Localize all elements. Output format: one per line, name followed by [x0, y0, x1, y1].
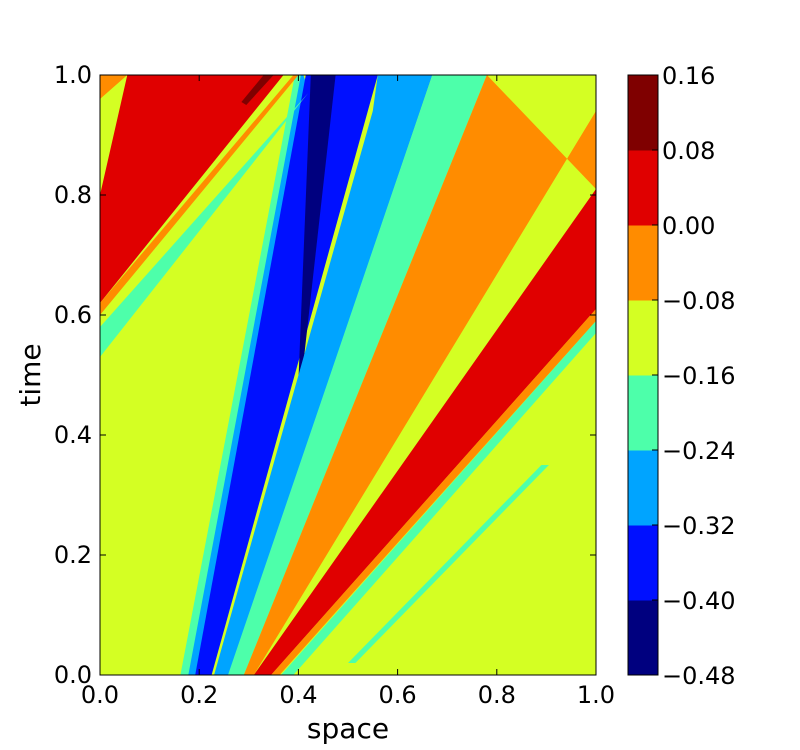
y-tick-label: 0.2: [54, 541, 92, 569]
contour-band-9: [281, 321, 596, 675]
colorbar-tick-label: −0.40: [662, 587, 736, 615]
colorbar-segment: [628, 225, 658, 301]
x-tick-label: 0.8: [478, 681, 516, 709]
x-tick-label: 1.0: [577, 681, 615, 709]
y-axis-label: time: [14, 343, 47, 406]
colorbar-tick-label: −0.08: [662, 287, 736, 315]
colorbar: 0.16 0.08 0.00 −0.08 −0.16 −0.24 −0.32 −0.40 −0.…: [627, 62, 736, 690]
contour-band-3: [298, 75, 336, 381]
y-tick-label: 0.4: [54, 421, 92, 449]
contour-band-5: [228, 75, 487, 675]
plot-area: [100, 75, 596, 675]
colorbar-tick-label: −0.24: [662, 437, 736, 465]
x-tick-label: 0.2: [180, 681, 218, 709]
colorbar-tick-label: 0.08: [662, 137, 715, 165]
contour-band-8: [271, 309, 596, 675]
contour-band-10: [348, 465, 549, 663]
x-axis-label: space: [307, 712, 389, 745]
contour-band-13: [100, 75, 299, 315]
x-tick-label: 0.0: [81, 681, 119, 709]
y-tick-label: 0.8: [54, 181, 92, 209]
y-tick-label: 0.6: [54, 301, 92, 329]
colorbar-tick-label: −0.32: [662, 512, 736, 540]
colorbar-tick-label: 0.00: [662, 212, 715, 240]
colorbar-segment: [628, 75, 658, 151]
contour-bands: [100, 75, 596, 675]
x-tick-label: 0.4: [279, 681, 317, 709]
y-tick-label: 0.0: [54, 661, 92, 689]
y-axis-ticks: 0.0 0.2 0.4 0.6 0.8 1.0: [54, 61, 596, 689]
contour-band-2: [195, 75, 378, 675]
colorbar-segment: [628, 300, 658, 376]
contour-band-15: [241, 75, 274, 105]
colorbar-tick-label: 0.16: [662, 62, 715, 90]
contour-band-4: [214, 75, 433, 675]
colorbar-segment: [628, 450, 658, 526]
x-tick-label: 0.6: [379, 681, 417, 709]
plot-frame: [99, 74, 597, 676]
contour-band-12: [100, 75, 294, 303]
x-axis-ticks: 0.0 0.2 0.4 0.6 0.8 1.0: [81, 75, 615, 709]
contour-band-6: [243, 75, 596, 675]
colorbar-tick-label: −0.48: [662, 662, 736, 690]
colorbar-segment: [628, 600, 658, 676]
colorbar-segment: [628, 150, 658, 226]
colorbar-segment: [628, 525, 658, 601]
colorbar-tick-label: −0.16: [662, 362, 736, 390]
y-tick-label: 1.0: [54, 61, 92, 89]
contour-band-7: [253, 189, 596, 675]
colorbar-segment: [628, 375, 658, 451]
